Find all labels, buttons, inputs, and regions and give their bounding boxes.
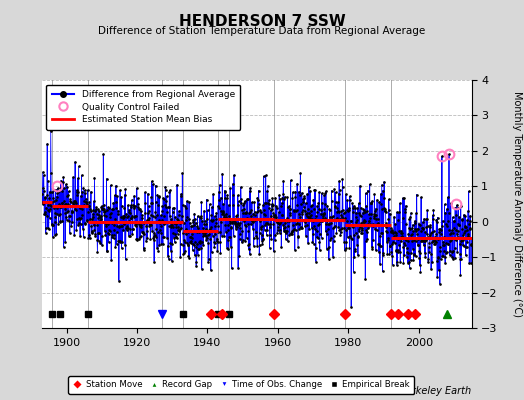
Legend: Difference from Regional Average, Quality Control Failed, Estimated Station Mean: Difference from Regional Average, Qualit… [47, 84, 241, 130]
Y-axis label: Monthly Temperature Anomaly Difference (°C): Monthly Temperature Anomaly Difference (… [512, 91, 522, 317]
Legend: Station Move, Record Gap, Time of Obs. Change, Empirical Break: Station Move, Record Gap, Time of Obs. C… [68, 376, 414, 394]
Text: Berkeley Earth: Berkeley Earth [399, 386, 472, 396]
Text: HENDERSON 7 SSW: HENDERSON 7 SSW [179, 14, 345, 29]
Text: Difference of Station Temperature Data from Regional Average: Difference of Station Temperature Data f… [99, 26, 425, 36]
